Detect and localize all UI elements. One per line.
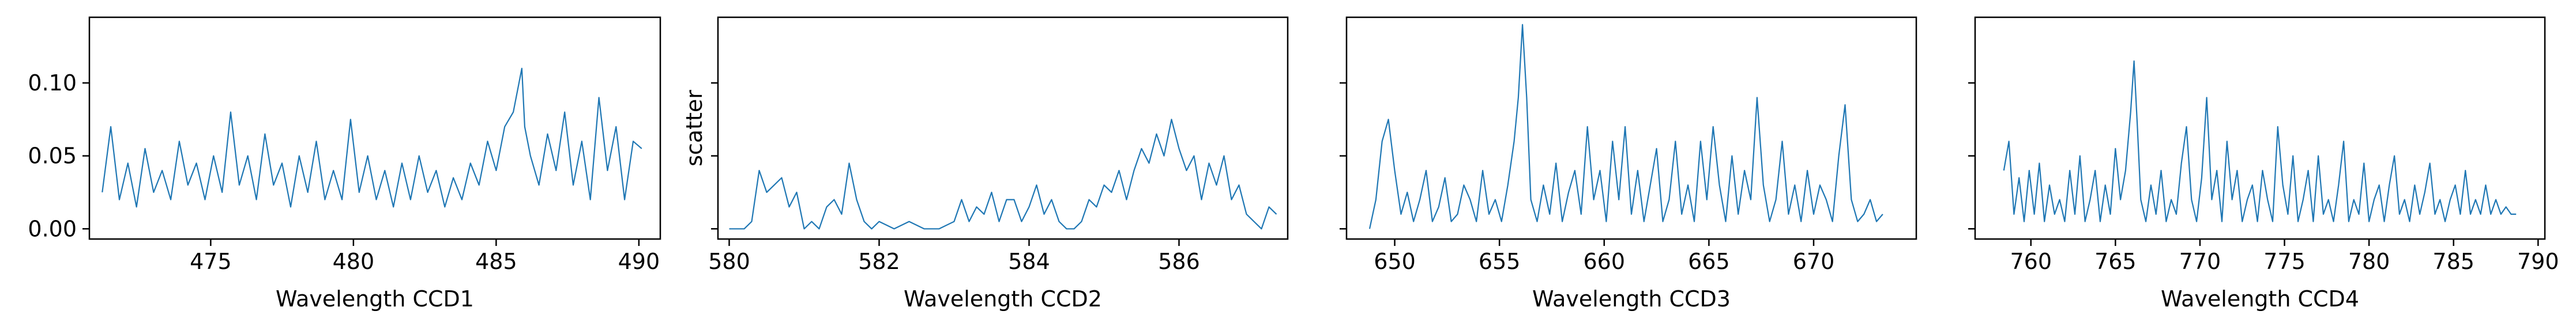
x-tick-label: 650: [1374, 249, 1416, 274]
x-tick-label: 485: [475, 249, 517, 274]
panel-ccd1: 475 480 485 490 0.00 0.05 0.10 Wavelength CCD1: [28, 16, 661, 312]
y-tick-label: 0.10: [28, 70, 77, 96]
axes-frame: [1974, 16, 2546, 240]
x-tick-label: 580: [708, 249, 750, 274]
x-axis-label: Wavelength CCD1: [276, 286, 474, 312]
x-tick-label: 490: [618, 249, 660, 274]
x-tick-label: 655: [1479, 249, 1521, 274]
x-axis-label: Wavelength CCD4: [2161, 286, 2359, 312]
x-tick-label: 790: [2517, 249, 2559, 274]
x-tick-label: 665: [1688, 249, 1730, 274]
x-tick-label: 760: [2010, 249, 2052, 274]
x-tick-label: 780: [2348, 249, 2390, 274]
panel-ccd3: 650 655 660 665 670 Wavelength CCD3: [1340, 16, 1917, 312]
x-tick-label: 670: [1793, 249, 1835, 274]
x-axis-label: Wavelength CCD3: [1532, 286, 1731, 312]
x-tick-label: 480: [333, 249, 375, 274]
x-tick-label: 775: [2263, 249, 2306, 274]
y-tick-label: 0.00: [28, 216, 77, 241]
series-line-1: [101, 67, 642, 208]
x-tick-label: 584: [1008, 249, 1050, 274]
series-line-1: [2003, 60, 2517, 222]
series-line-1: [1368, 24, 1883, 229]
axes-frame: [88, 16, 661, 240]
axes-frame: [1345, 16, 1917, 240]
x-tick-label: 765: [2094, 249, 2137, 274]
x-tick-label: 660: [1584, 249, 1626, 274]
x-tick-label: 586: [1158, 249, 1200, 274]
y-tick-label: 0.05: [28, 143, 77, 169]
x-tick-label: 785: [2432, 249, 2475, 274]
y-axis-label: scatter: [682, 90, 707, 166]
x-tick-label: 770: [2179, 249, 2221, 274]
x-axis-label: Wavelength CCD2: [904, 286, 1102, 312]
axes-frame: [717, 16, 1289, 240]
series-line-1: [729, 119, 1277, 230]
panel-ccd2: 580 582 584 586 Wavelength CCD2 scatter: [682, 16, 1289, 312]
x-tick-label: 475: [190, 249, 232, 274]
panel-ccd4: 760 765 770 775 780 785 790 Wavelength CCD4: [1968, 16, 2559, 312]
x-tick-label: 582: [858, 249, 900, 274]
